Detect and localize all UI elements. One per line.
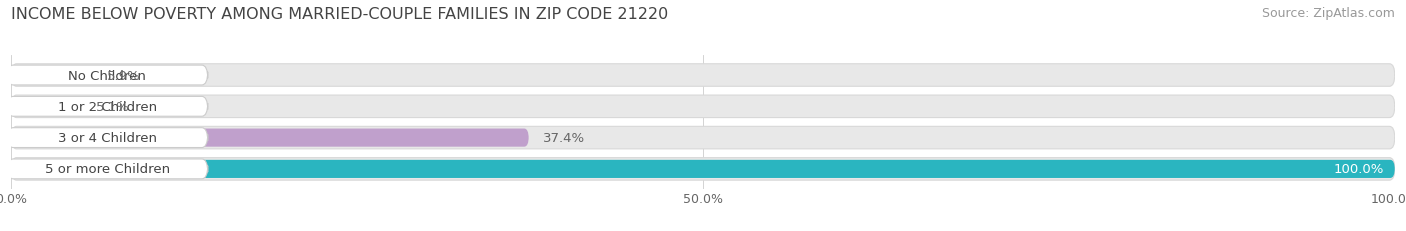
FancyBboxPatch shape (7, 66, 208, 85)
FancyBboxPatch shape (7, 97, 208, 117)
FancyBboxPatch shape (7, 159, 208, 179)
FancyBboxPatch shape (11, 127, 1395, 149)
FancyBboxPatch shape (11, 64, 1395, 87)
Text: No Children: No Children (69, 69, 146, 82)
Text: 3 or 4 Children: 3 or 4 Children (58, 131, 157, 144)
FancyBboxPatch shape (11, 160, 1395, 178)
Text: 100.0%: 100.0% (1333, 163, 1384, 176)
FancyBboxPatch shape (11, 98, 82, 116)
FancyBboxPatch shape (7, 128, 208, 148)
Text: 5 or more Children: 5 or more Children (45, 163, 170, 176)
FancyBboxPatch shape (11, 129, 529, 147)
Text: INCOME BELOW POVERTY AMONG MARRIED-COUPLE FAMILIES IN ZIP CODE 21220: INCOME BELOW POVERTY AMONG MARRIED-COUPL… (11, 7, 668, 22)
Text: 1 or 2 Children: 1 or 2 Children (58, 100, 157, 113)
Text: 5.9%: 5.9% (107, 69, 141, 82)
FancyBboxPatch shape (11, 67, 93, 85)
Text: 5.1%: 5.1% (96, 100, 129, 113)
FancyBboxPatch shape (11, 158, 1395, 180)
FancyBboxPatch shape (11, 96, 1395, 118)
Text: 37.4%: 37.4% (543, 131, 585, 144)
Text: Source: ZipAtlas.com: Source: ZipAtlas.com (1261, 7, 1395, 20)
